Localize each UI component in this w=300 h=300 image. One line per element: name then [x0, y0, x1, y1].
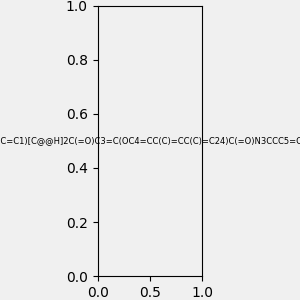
Text: CCOC1=CC=C(C=C1)[C@@H]2C(=O)C3=C(OC4=CC(C)=CC(C)=C24)C(=O)N3CCC5=CC=C(OC)C=C5: CCOC1=CC=C(C=C1)[C@@H]2C(=O)C3=C(OC4=CC(…	[0, 136, 300, 146]
